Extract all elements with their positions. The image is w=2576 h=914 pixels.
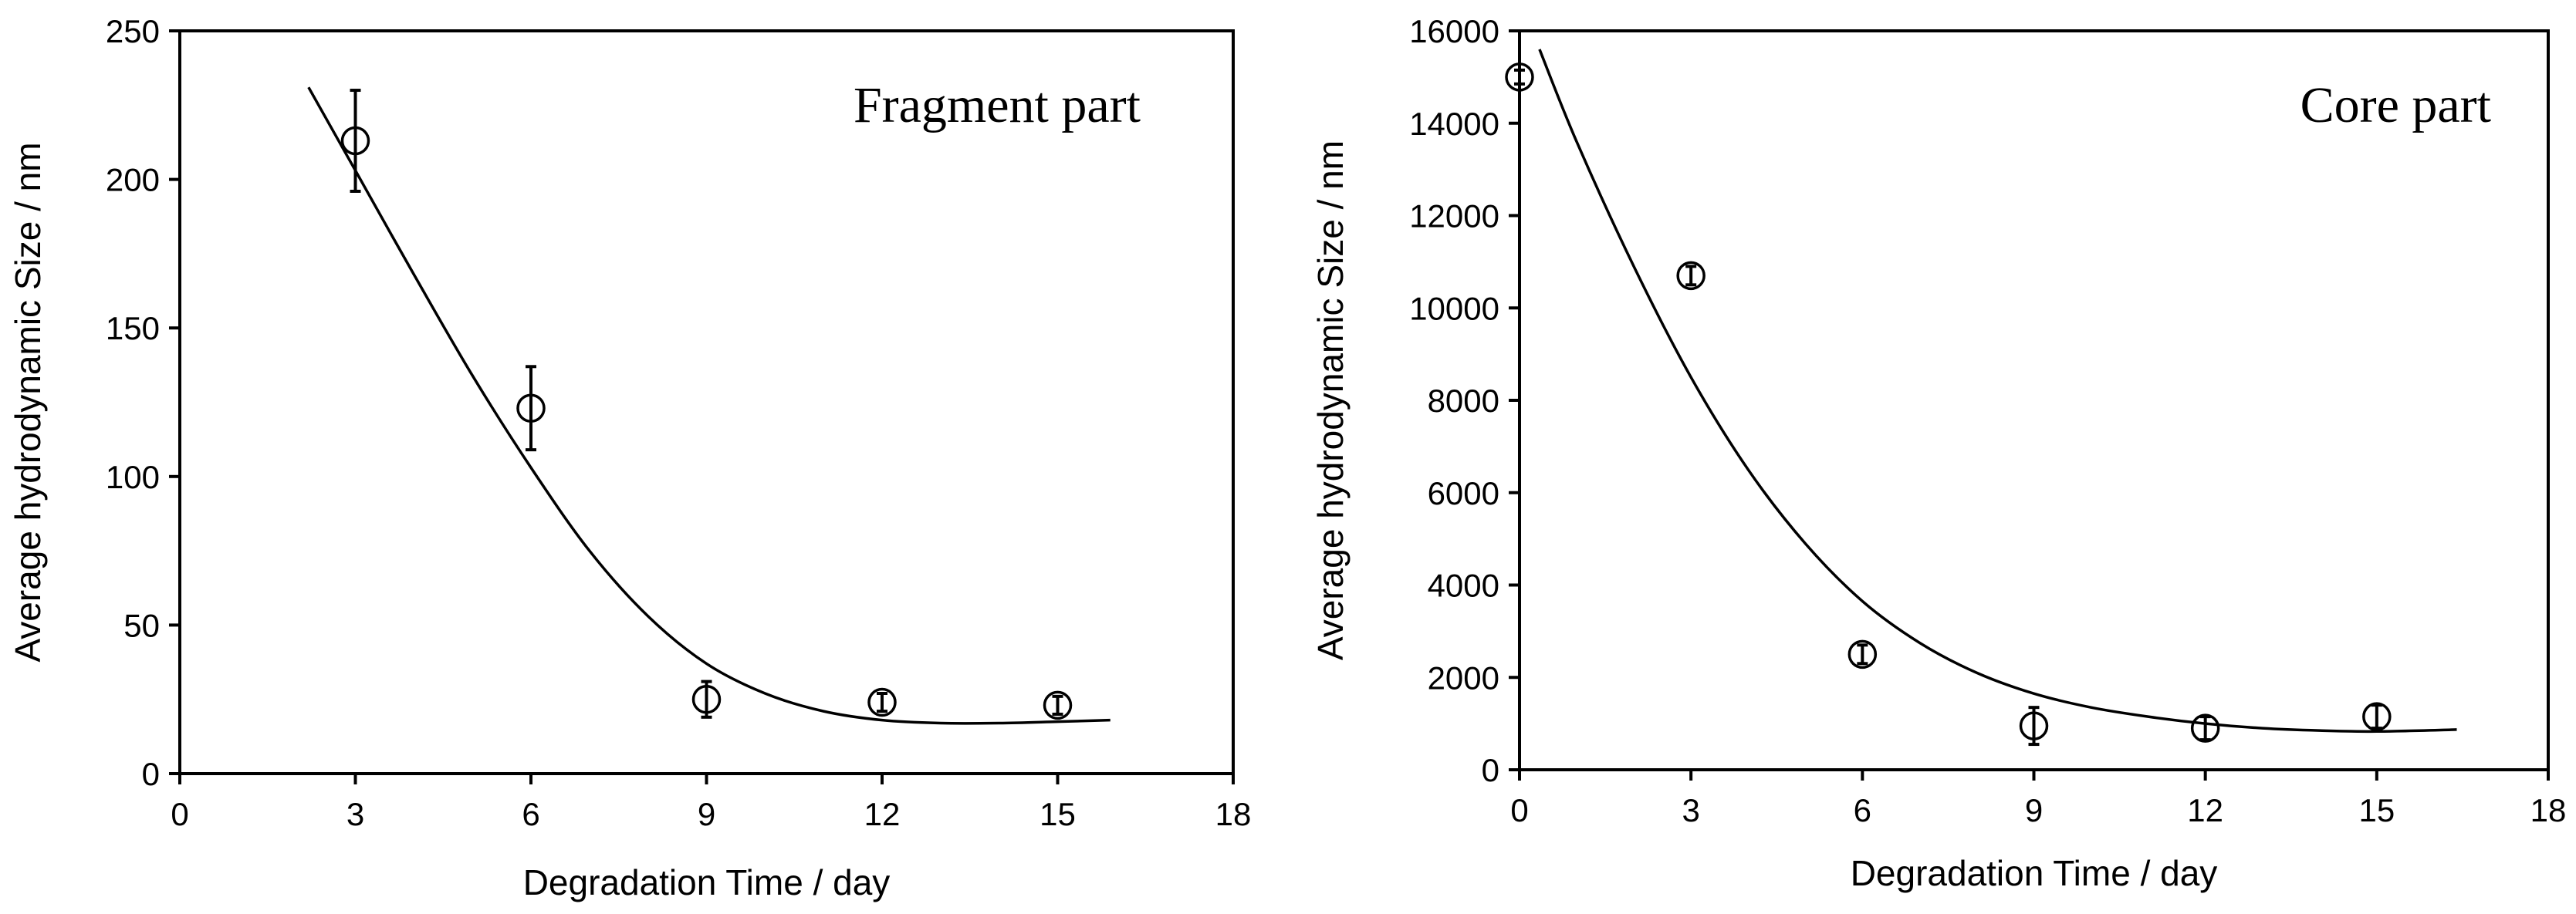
axis-ticks: 0 3 6 9 12 15 18 0 2000 4000 6000 8000 10000 12000 140… [1409, 13, 2566, 828]
data-point [1676, 261, 1706, 291]
y-tick-label: 2000 [1428, 659, 1499, 696]
y-tick-label: 100 [106, 459, 160, 495]
y-tick-label: 6000 [1428, 475, 1499, 511]
data-point [340, 126, 370, 156]
x-tick-label: 0 [1510, 792, 1528, 828]
y-tick-label: 16000 [1409, 13, 1499, 49]
x-tick-label: 0 [171, 796, 188, 832]
x-tick-label: 6 [522, 796, 539, 832]
y-axis-label: Average hydrodynamic Size / nm [8, 142, 48, 662]
chart-title: Core part [2300, 77, 2491, 133]
x-tick-label: 15 [1040, 796, 1076, 832]
plot-frame [1518, 29, 2550, 771]
data-point [2019, 711, 2049, 740]
x-tick-label: 9 [698, 796, 715, 832]
fit-curve [1538, 49, 2457, 734]
chart-core-part: 0 3 6 9 12 15 18 0 2000 4000 6000 8000 10000 12000 140… [1310, 13, 2566, 893]
data-point [691, 684, 722, 714]
data-point [1847, 639, 1878, 669]
x-tick-label: 18 [2530, 792, 2567, 828]
y-tick-label: 4000 [1428, 568, 1499, 604]
x-axis-label: Degradation Time / day [523, 862, 891, 902]
x-tick-label: 6 [1854, 792, 1871, 828]
data-point [1043, 690, 1073, 720]
y-tick-label: 150 [106, 310, 160, 346]
y-tick-label: 14000 [1409, 106, 1499, 142]
y-tick-label: 200 [106, 162, 160, 198]
data-marks [1505, 49, 2457, 747]
x-tick-label: 15 [2358, 792, 2395, 828]
data-point [867, 687, 897, 717]
x-tick-label: 9 [2025, 792, 2043, 828]
data-point [2362, 702, 2392, 731]
axis-ticks: 0 3 6 9 12 15 18 0 50 100 150 200 250 [106, 13, 1251, 832]
chart-title: Fragment part [854, 77, 1141, 133]
data-marks [307, 86, 1111, 725]
y-tick-label: 8000 [1428, 383, 1499, 419]
y-tick-label: 12000 [1409, 198, 1499, 234]
x-tick-label: 12 [864, 796, 901, 832]
x-tick-label: 3 [347, 796, 364, 832]
data-point [1505, 62, 1534, 92]
x-tick-label: 12 [2187, 792, 2223, 828]
x-tick-label: 18 [1215, 796, 1252, 832]
x-tick-label: 3 [1682, 792, 1699, 828]
y-axis-label: Average hydrodynamic Size / nm [1310, 140, 1351, 660]
y-tick-label: 0 [1482, 752, 1499, 788]
y-tick-label: 0 [142, 756, 160, 792]
data-point [2190, 713, 2220, 743]
x-axis-label: Degradation Time / day [1851, 853, 2218, 893]
y-tick-label: 250 [106, 13, 160, 49]
y-tick-label: 50 [123, 607, 160, 643]
y-tick-label: 10000 [1409, 290, 1499, 326]
fit-curve [307, 86, 1111, 725]
data-point [516, 393, 546, 423]
